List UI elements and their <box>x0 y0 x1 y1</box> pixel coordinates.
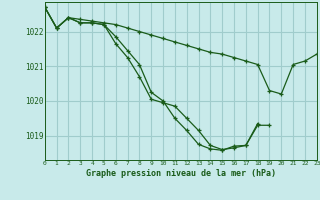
X-axis label: Graphe pression niveau de la mer (hPa): Graphe pression niveau de la mer (hPa) <box>86 169 276 178</box>
